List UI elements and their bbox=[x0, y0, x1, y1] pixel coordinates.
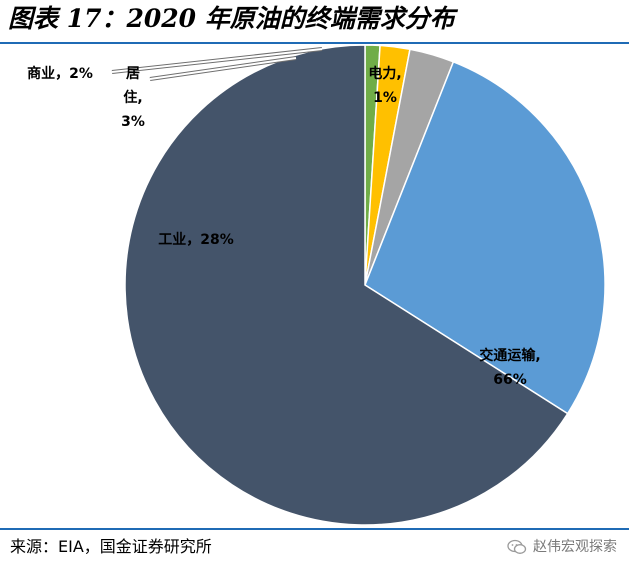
leader-line-2 bbox=[149, 57, 297, 80]
footer-divider bbox=[0, 528, 629, 530]
slice-label-line: 66% bbox=[493, 372, 527, 388]
figure-title: 图表 17：2020 年原油的终端需求分布 bbox=[8, 4, 455, 33]
slice-label-line: 居 bbox=[126, 66, 140, 82]
slice-labels: 交通运输, 66% 工业，28% 居住, 3% 商业，2% 电力, 1% bbox=[27, 65, 541, 388]
watermark: 赵伟宏观探索 bbox=[507, 535, 617, 559]
slice-label-line: 商业，2% bbox=[27, 65, 93, 82]
leader-line-3 bbox=[111, 48, 323, 73]
leader-lines bbox=[111, 47, 323, 81]
slice-label-line: 交通运输, bbox=[479, 347, 540, 364]
slice-label-5: 电力, 1% bbox=[368, 65, 401, 106]
watermark-text: 赵伟宏观探索 bbox=[533, 539, 617, 555]
pie-slice-2 bbox=[364, 60, 606, 415]
slice-label-1: 交通运输, 66% bbox=[479, 347, 540, 388]
pie-slice-1 bbox=[124, 44, 569, 526]
pie-slices bbox=[124, 44, 606, 526]
slice-label-line: 工业，28% bbox=[158, 232, 234, 248]
slice-label-line: 住, bbox=[123, 89, 142, 106]
slice-label-2: 工业，28% bbox=[158, 232, 234, 248]
title-divider bbox=[0, 42, 629, 44]
slice-label-line: 3% bbox=[121, 114, 145, 130]
source-note: 来源：EIA，国金证券研究所 bbox=[10, 537, 212, 556]
slice-label-4: 商业，2% bbox=[27, 65, 93, 82]
slice-label-line: 电力, bbox=[368, 65, 401, 82]
slice-label-line: 1% bbox=[373, 90, 397, 106]
slice-label-3: 居住, 3% bbox=[121, 66, 145, 130]
wechat-icon bbox=[507, 539, 527, 554]
